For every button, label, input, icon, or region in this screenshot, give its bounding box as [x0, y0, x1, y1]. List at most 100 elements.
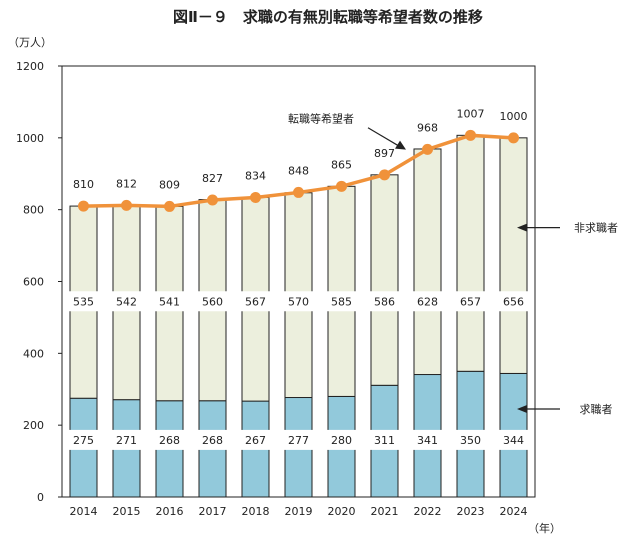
data-label-job-seekers-bg — [496, 429, 531, 450]
data-label-job-seekers: 267 — [245, 434, 266, 447]
data-label-non-job-seekers: 560 — [202, 295, 223, 308]
data-label-non-job-seekers-bg — [152, 291, 187, 312]
data-label-non-job-seekers: 570 — [288, 295, 309, 308]
data-label-job-seekers: 271 — [116, 434, 137, 447]
x-tick-label: 2018 — [242, 505, 270, 518]
x-tick-label: 2022 — [414, 505, 442, 518]
data-label-job-seekers: 277 — [288, 434, 309, 447]
data-label-non-job-seekers: 535 — [73, 295, 94, 308]
data-label-total: 827 — [202, 172, 223, 185]
data-label-total: 848 — [288, 164, 309, 177]
bar-non-job-seekers — [370, 174, 399, 386]
arrow-total-head — [395, 140, 406, 150]
data-label-job-seekers: 280 — [331, 434, 352, 447]
data-label-job-seekers: 344 — [503, 434, 524, 447]
data-label-non-job-seekers: 541 — [159, 295, 180, 308]
y-tick-label: 600 — [23, 276, 44, 289]
line-point — [293, 186, 304, 198]
x-tick-label: 2024 — [500, 505, 528, 518]
data-label-job-seekers-bg — [66, 429, 101, 450]
x-tick-label: 2017 — [199, 505, 227, 518]
data-label-non-job-seekers: 585 — [331, 295, 352, 308]
data-label-job-seekers-bg — [281, 429, 316, 450]
data-label-job-seekers: 311 — [374, 434, 395, 447]
y-tick-label: 400 — [23, 347, 44, 360]
data-label-job-seekers-bg — [152, 429, 187, 450]
x-tick-label: 2023 — [457, 505, 485, 518]
data-label-total: 834 — [245, 169, 266, 182]
data-label-job-seekers: 268 — [159, 434, 180, 447]
data-label-non-job-seekers: 628 — [417, 295, 438, 308]
x-tick-label: 2020 — [328, 505, 356, 518]
data-label-total: 812 — [116, 177, 137, 190]
data-label-non-job-seekers: 586 — [374, 295, 395, 308]
data-label-job-seekers: 268 — [202, 434, 223, 447]
data-label-total: 810 — [73, 178, 94, 191]
bar-non-job-seekers — [499, 137, 528, 374]
data-label-non-job-seekers: 656 — [503, 295, 524, 308]
chart-title: 図Ⅱ－９ 求職の有無別転職等希望者数の推移 — [173, 8, 483, 26]
line-point — [121, 199, 132, 211]
x-tick-label: 2016 — [156, 505, 184, 518]
x-axis-unit: （年） — [528, 521, 561, 535]
plot-area: 0 200 400 600 800 1000 1200 2014 2015 2016 2017 201… — [16, 60, 618, 518]
data-label-non-job-seekers-bg — [109, 291, 144, 312]
data-label-job-seekers: 350 — [460, 434, 481, 447]
data-label-non-job-seekers-bg — [496, 291, 531, 312]
x-tick-label: 2021 — [371, 505, 399, 518]
data-label-job-seekers-bg — [238, 429, 273, 450]
data-label-job-seekers-bg — [195, 429, 230, 450]
y-tick-label: 0 — [37, 491, 44, 504]
y-tick-label: 1200 — [16, 60, 44, 73]
data-label-total: 865 — [331, 158, 352, 171]
annotation-total: 転職等希望者 — [288, 111, 354, 125]
bar-non-job-seekers — [413, 148, 442, 376]
data-label-job-seekers-bg — [109, 429, 144, 450]
y-tick-label: 1000 — [16, 132, 44, 145]
data-label-non-job-seekers-bg — [410, 291, 445, 312]
data-label-total: 1007 — [457, 107, 485, 120]
data-label-total: 809 — [159, 178, 180, 191]
y-tick-label: 200 — [23, 419, 44, 432]
y-tick-label: 800 — [23, 204, 44, 217]
data-label-non-job-seekers-bg — [367, 291, 402, 312]
x-tick-label: 2019 — [285, 505, 313, 518]
y-axis-unit: （万人） — [8, 36, 52, 49]
arrow-non-job-seekers-head — [517, 223, 527, 232]
line-point — [508, 132, 519, 144]
line-point — [250, 191, 261, 203]
data-label-non-job-seekers-bg — [66, 291, 101, 312]
x-tick-label: 2015 — [113, 505, 141, 518]
data-label-job-seekers-bg — [410, 429, 445, 450]
data-label-job-seekers-bg — [367, 429, 402, 450]
x-tick-label: 2014 — [70, 505, 98, 518]
line-point — [379, 169, 390, 181]
data-label-job-seekers-bg — [453, 429, 488, 450]
data-label-non-job-seekers-bg — [324, 291, 359, 312]
data-label-total: 1000 — [500, 110, 528, 123]
bar-non-job-seekers — [456, 134, 485, 372]
data-label-non-job-seekers: 567 — [245, 295, 266, 308]
data-label-non-job-seekers-bg — [195, 291, 230, 312]
arrow-job-seekers-head — [517, 405, 527, 414]
arrow-total-shaft — [367, 127, 401, 148]
line-point — [336, 180, 347, 192]
data-label-non-job-seekers-bg — [453, 291, 488, 312]
line-point — [207, 194, 218, 206]
data-label-total: 968 — [417, 121, 438, 134]
line-point — [422, 143, 433, 155]
data-label-job-seekers-bg — [324, 429, 359, 450]
annotation-non-job-seekers: 非求職者 — [574, 222, 618, 235]
data-label-non-job-seekers-bg — [281, 291, 316, 312]
data-label-non-job-seekers: 657 — [460, 295, 481, 308]
data-label-non-job-seekers-bg — [238, 291, 273, 312]
data-label-non-job-seekers: 542 — [116, 295, 137, 308]
data-label-job-seekers: 341 — [417, 434, 438, 447]
line-point — [465, 129, 476, 141]
line-point — [164, 200, 175, 212]
data-label-total: 897 — [374, 147, 395, 160]
data-label-job-seekers: 275 — [73, 434, 94, 447]
annotation-job-seekers: 求職者 — [580, 403, 613, 416]
